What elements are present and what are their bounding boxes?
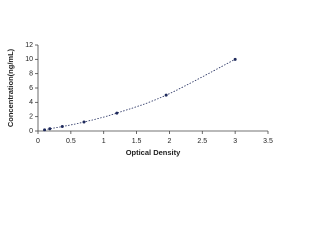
data-point [115, 111, 119, 115]
x-tick-label: 0 [36, 138, 40, 145]
x-tick-label: 3 [233, 138, 237, 145]
y-tick-label: 4 [29, 99, 33, 106]
page: Optical Density Concentration(ng/mL) 0 2 4… [5, 41, 273, 157]
data-point [48, 127, 52, 131]
y-tick-label: 10 [25, 56, 33, 63]
x-axis-label: Optical Density [126, 148, 181, 157]
data-point [82, 120, 86, 124]
y-tick-label: 8 [29, 71, 33, 78]
data-point [164, 93, 168, 97]
x-tick-label: 3.5 [263, 138, 273, 145]
chart: Optical Density Concentration(ng/mL) 0 2 4… [6, 42, 273, 157]
x-tick-label: 0.5 [66, 138, 76, 145]
x-tick-label: 2.5 [197, 138, 207, 145]
y-tick-label: 0 [29, 128, 33, 135]
y-tick-label: 6 [29, 85, 33, 92]
fit-curve [44, 58, 236, 131]
x-tick-label: 1.5 [132, 138, 142, 145]
data-point [43, 128, 47, 132]
y-tick-label: 12 [25, 42, 33, 49]
y-tick-label: 2 [29, 114, 33, 121]
x-tick-label: 2 [167, 138, 171, 145]
x-tick-label: 1 [102, 138, 106, 145]
y-axis-label: Concentration(ng/mL) [6, 48, 15, 127]
data-point [233, 57, 237, 61]
data-point [60, 125, 64, 129]
